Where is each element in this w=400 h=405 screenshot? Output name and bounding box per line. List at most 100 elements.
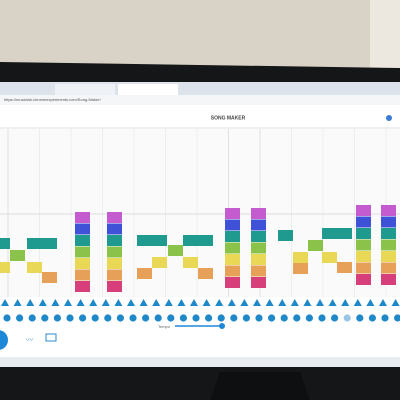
note-block[interactable]	[107, 235, 122, 246]
note-block[interactable]	[293, 263, 308, 274]
drum-circle[interactable]	[217, 314, 225, 322]
drum-triangle[interactable]	[64, 299, 72, 306]
drum-triangle[interactable]	[303, 299, 312, 306]
drum-circle[interactable]	[242, 314, 250, 322]
note-block[interactable]	[251, 231, 266, 242]
note-block[interactable]	[225, 265, 240, 277]
drum-triangle[interactable]	[328, 299, 337, 306]
drum-triangle[interactable]	[316, 299, 324, 306]
note-block[interactable]	[225, 277, 240, 288]
drum-triangle[interactable]	[38, 299, 47, 306]
note-block[interactable]	[381, 216, 396, 228]
drum-circle[interactable]	[255, 314, 263, 322]
note-block[interactable]	[107, 269, 122, 281]
note-block[interactable]	[251, 208, 266, 219]
note-block[interactable]	[107, 212, 122, 223]
note-block[interactable]	[27, 262, 42, 273]
drum-circle[interactable]	[179, 314, 187, 322]
note-block[interactable]	[381, 251, 396, 262]
note-block[interactable]	[75, 235, 90, 246]
drum-triangle[interactable]	[240, 299, 249, 306]
note-block[interactable]	[168, 245, 183, 256]
note-block[interactable]	[356, 262, 371, 274]
instrument-icon[interactable]: 〰	[26, 337, 33, 344]
note-block[interactable]	[251, 219, 266, 231]
drum-circle[interactable]	[293, 314, 301, 322]
drum-triangle[interactable]	[51, 299, 60, 306]
note-block[interactable]	[75, 258, 90, 269]
drum-circle[interactable]	[318, 314, 326, 322]
note-block[interactable]	[198, 235, 213, 246]
drum-circle[interactable]	[16, 314, 24, 322]
note-block[interactable]	[278, 230, 293, 241]
note-block[interactable]	[356, 251, 371, 262]
note-block[interactable]	[356, 239, 371, 251]
drum-triangle[interactable]	[177, 299, 186, 306]
note-block[interactable]	[322, 228, 337, 239]
note-block[interactable]	[107, 246, 122, 258]
drum-triangle[interactable]	[152, 299, 161, 306]
drum-circle[interactable]	[41, 314, 49, 322]
note-block[interactable]	[183, 235, 198, 246]
drum-circle[interactable]	[394, 314, 400, 322]
drum-triangle[interactable]	[127, 299, 135, 306]
drum-circle[interactable]	[305, 314, 313, 322]
note-block[interactable]	[251, 242, 266, 254]
drum-circle[interactable]	[381, 314, 389, 322]
drum-triangle[interactable]	[114, 299, 123, 306]
note-block[interactable]	[75, 269, 90, 281]
note-block[interactable]	[381, 262, 396, 274]
note-block[interactable]	[381, 228, 396, 239]
note-block[interactable]	[10, 250, 25, 261]
drum-icon[interactable]	[45, 333, 57, 342]
note-block[interactable]	[337, 262, 352, 273]
drum-circle[interactable]	[205, 314, 213, 322]
drum-circle[interactable]	[129, 314, 137, 322]
drum-circle[interactable]	[154, 314, 162, 322]
note-block[interactable]	[137, 268, 152, 279]
note-block[interactable]	[251, 277, 266, 288]
note-block[interactable]	[225, 242, 240, 254]
drum-triangle[interactable]	[353, 299, 362, 306]
drum-circle[interactable]	[268, 314, 276, 322]
drum-circle[interactable]	[104, 314, 112, 322]
drum-triangle[interactable]	[341, 299, 350, 306]
note-block[interactable]	[322, 252, 337, 263]
note-block[interactable]	[75, 223, 90, 235]
drum-circle[interactable]	[230, 314, 238, 322]
drum-triangle[interactable]	[139, 299, 148, 306]
drum-circle[interactable]	[167, 314, 175, 322]
drum-triangle[interactable]	[89, 299, 98, 306]
drum-circle[interactable]	[79, 314, 87, 322]
note-block[interactable]	[75, 281, 90, 292]
drum-triangle[interactable]	[265, 299, 274, 306]
note-block[interactable]	[0, 262, 10, 273]
drum-triangle[interactable]	[253, 299, 261, 306]
drum-triangle[interactable]	[215, 299, 224, 306]
tempo-handle[interactable]	[219, 323, 225, 329]
note-block[interactable]	[152, 257, 167, 268]
drum-circle[interactable]	[192, 314, 200, 322]
drum-triangle[interactable]	[379, 299, 387, 306]
drum-triangle[interactable]	[290, 299, 299, 306]
note-block[interactable]	[225, 208, 240, 219]
note-block[interactable]	[225, 219, 240, 231]
note-block[interactable]	[107, 281, 122, 292]
drum-circle[interactable]	[142, 314, 150, 322]
drum-triangle[interactable]	[366, 299, 375, 306]
note-block[interactable]	[251, 254, 266, 265]
drum-circle[interactable]	[91, 314, 99, 322]
drum-circle[interactable]	[280, 314, 288, 322]
address-bar[interactable]	[0, 95, 400, 105]
note-block[interactable]	[183, 257, 198, 268]
note-block[interactable]	[152, 235, 167, 246]
note-block[interactable]	[75, 212, 90, 223]
note-block[interactable]	[137, 235, 152, 246]
note-block[interactable]	[337, 228, 352, 239]
drum-circle[interactable]	[368, 314, 376, 322]
tab[interactable]	[118, 84, 178, 95]
drum-triangle[interactable]	[190, 299, 198, 306]
note-block[interactable]	[381, 205, 396, 216]
settings-button[interactable]	[386, 115, 392, 121]
note-block[interactable]	[107, 258, 122, 269]
